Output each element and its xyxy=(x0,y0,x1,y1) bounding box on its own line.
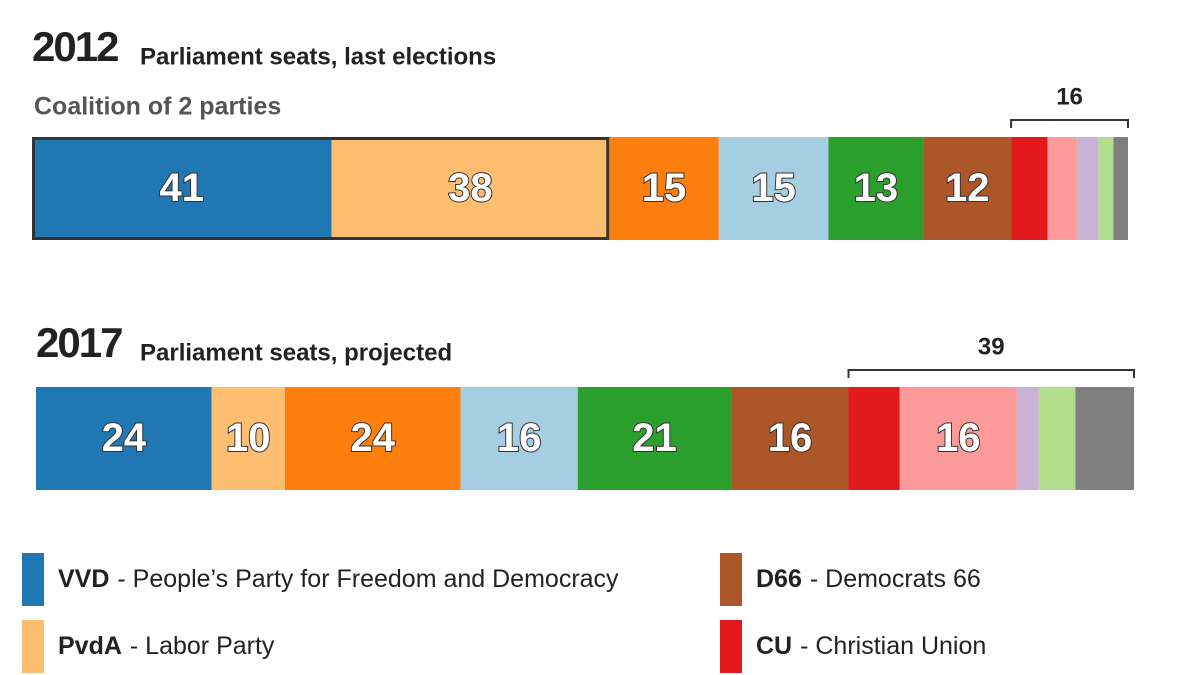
segment-label: 38 xyxy=(448,166,493,210)
segment-label: 16 xyxy=(497,416,542,460)
legend-abbr: VVD xyxy=(58,565,109,593)
chart-title: Parliament seats, last elections xyxy=(140,43,496,70)
bar-segment xyxy=(848,387,900,490)
bracket-label: 39 xyxy=(978,333,1005,360)
bracket xyxy=(1010,119,1129,128)
bar-segment xyxy=(1076,137,1099,240)
legend-label: CU - Christian Union xyxy=(756,632,986,660)
legend-abbr: CU xyxy=(756,632,792,660)
segment-label: 24 xyxy=(102,416,147,460)
legend-swatch xyxy=(720,620,742,673)
subtitle: Coalition of 2 parties xyxy=(34,93,281,121)
legend-abbr: PvdA xyxy=(58,632,122,660)
segment-label: 41 xyxy=(160,166,205,210)
bar-segment xyxy=(460,387,578,490)
segment-label: 10 xyxy=(226,416,271,460)
year: 2017 xyxy=(36,319,122,366)
segment-label: 13 xyxy=(854,166,899,210)
bar-segment xyxy=(828,137,924,240)
bar-segment xyxy=(284,387,461,490)
bar-segment xyxy=(36,387,212,490)
bar-segment xyxy=(331,137,610,240)
bar-segment xyxy=(899,387,1017,490)
bar-segment xyxy=(1038,387,1076,490)
bar-segment xyxy=(1016,387,1039,490)
bar-segment xyxy=(1098,137,1114,240)
bar-segment xyxy=(1075,387,1134,490)
legend-label: D66 - Democrats 66 xyxy=(756,565,981,593)
legend-label: VVD - People’s Party for Freedom and Demo… xyxy=(58,565,619,593)
legend-description: - People’s Party for Freedom and Democra… xyxy=(117,565,619,593)
legend-description: - Democrats 66 xyxy=(810,565,981,593)
bar-segment xyxy=(731,387,849,490)
legend-swatch xyxy=(720,553,742,606)
chart-title: Parliament seats, projected xyxy=(140,339,452,366)
legend-description: - Labor Party xyxy=(130,632,275,660)
bar-segment xyxy=(923,137,1012,240)
bar-segment xyxy=(32,137,332,240)
segment-label: 12 xyxy=(945,166,990,210)
segment-label: 15 xyxy=(751,166,796,210)
legend-label: PvdA - Labor Party xyxy=(58,632,275,660)
segment-label: 15 xyxy=(642,166,687,210)
bar-segment xyxy=(1011,137,1048,240)
segment-label: 16 xyxy=(936,416,981,460)
bar-segment xyxy=(609,137,719,240)
segment-label: 24 xyxy=(350,416,395,460)
segment-label: 16 xyxy=(768,416,813,460)
bar-segment xyxy=(577,387,732,490)
coalition-box xyxy=(32,137,610,240)
segment-label: 21 xyxy=(632,416,677,460)
bracket-label: 16 xyxy=(1056,83,1083,110)
bar-segment xyxy=(211,387,285,490)
legend-swatch xyxy=(22,620,44,673)
bracket xyxy=(847,369,1135,378)
bar-segment xyxy=(1113,137,1128,240)
bar-segment xyxy=(718,137,829,240)
legend-abbr: D66 xyxy=(756,565,802,593)
legend-swatch xyxy=(22,553,44,606)
legend-description: - Christian Union xyxy=(800,632,986,660)
year: 2012 xyxy=(32,23,118,70)
bar-segment xyxy=(1047,137,1077,240)
